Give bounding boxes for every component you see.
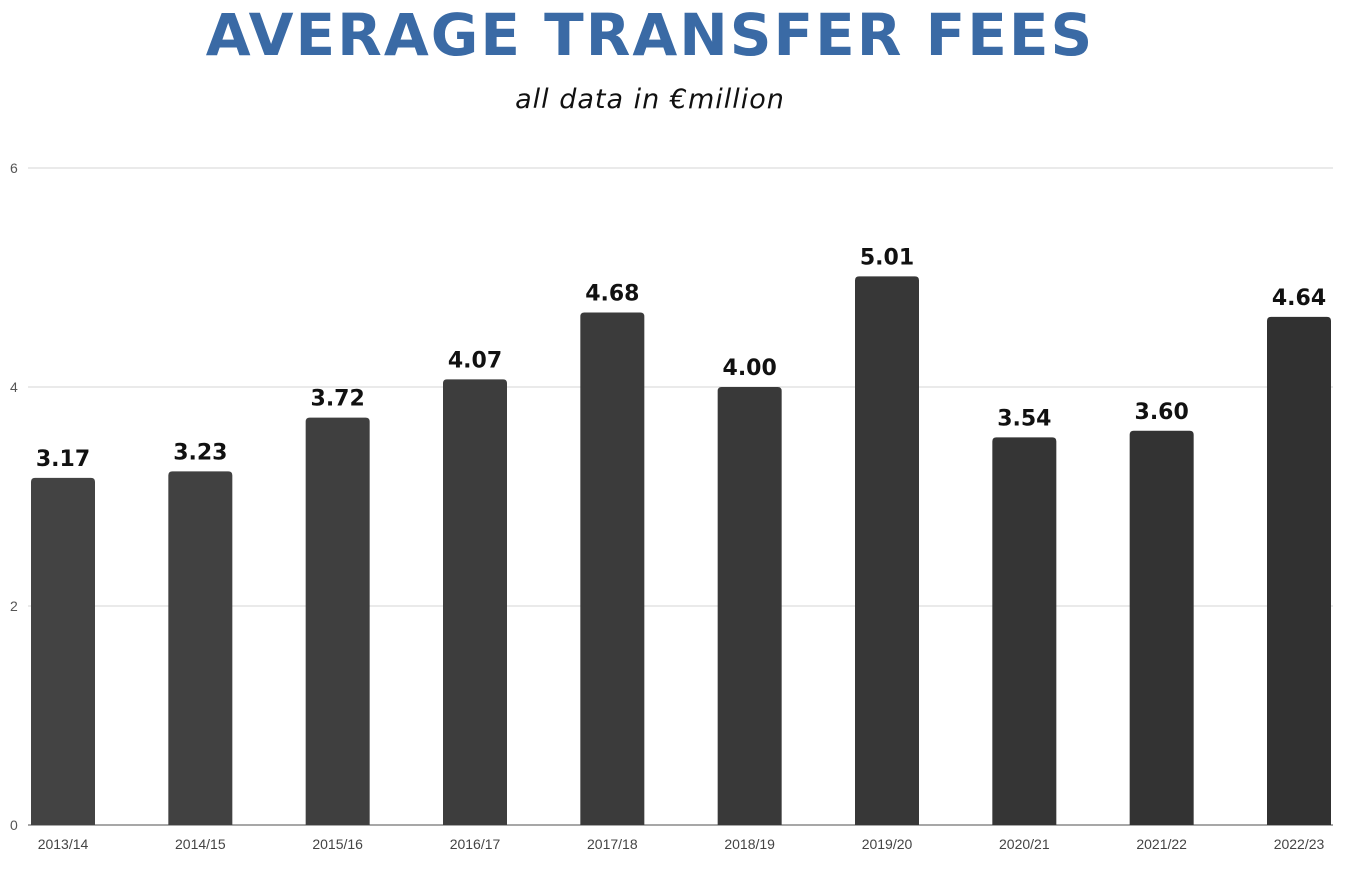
bar-2019-20 <box>855 276 919 825</box>
bar-layer <box>31 276 1331 825</box>
y-tick-label: 6 <box>10 160 18 176</box>
y-tick-label: 2 <box>10 598 18 614</box>
bar-2020-21 <box>992 437 1057 825</box>
x-tick-label: 2013/14 <box>38 836 89 852</box>
x-tick-label: 2014/15 <box>175 836 226 852</box>
data-label: 3.54 <box>997 406 1051 431</box>
x-tick-label: 2016/17 <box>450 836 501 852</box>
data-label: 4.00 <box>723 356 777 381</box>
x-tick-label: 2019/20 <box>862 836 913 852</box>
y-tick-label: 0 <box>10 817 18 833</box>
x-tick-label: 2017/18 <box>587 836 638 852</box>
bar-2014-15 <box>168 471 233 825</box>
bar-2018-19 <box>717 387 782 825</box>
y-tick-label: 4 <box>10 379 18 395</box>
bar-2021-22 <box>1129 430 1194 825</box>
bar-2013-14 <box>31 477 95 825</box>
data-label: 4.68 <box>585 282 639 307</box>
x-tick-label: 2020/21 <box>999 836 1050 852</box>
bar-2022-23 <box>1267 316 1331 825</box>
data-label: 3.17 <box>36 447 90 472</box>
data-label: 3.72 <box>311 387 365 412</box>
bar-2016-17 <box>443 379 507 825</box>
chart-title: AVERAGE TRANSFER FEES <box>205 1 1095 69</box>
data-label: 4.64 <box>1272 286 1326 311</box>
bar-2015-16 <box>305 417 370 825</box>
x-tick-label: 2015/16 <box>312 836 363 852</box>
data-label: 5.01 <box>860 245 914 270</box>
x-tick-label: 2022/23 <box>1274 836 1325 852</box>
bar-2017-18 <box>580 312 645 825</box>
label-layer: 3.17 2013/14 3.23 2014/15 3.72 2015/16 4.07 201… <box>36 245 1326 852</box>
data-label: 3.23 <box>173 440 227 465</box>
x-tick-label: 2018/19 <box>724 836 775 852</box>
grid-layer: 0 2 4 6 <box>10 160 1333 833</box>
chart-subtitle: all data in €million <box>515 84 785 115</box>
data-label: 4.07 <box>448 348 502 373</box>
x-tick-label: 2021/22 <box>1136 836 1187 852</box>
data-label: 3.60 <box>1135 400 1189 425</box>
